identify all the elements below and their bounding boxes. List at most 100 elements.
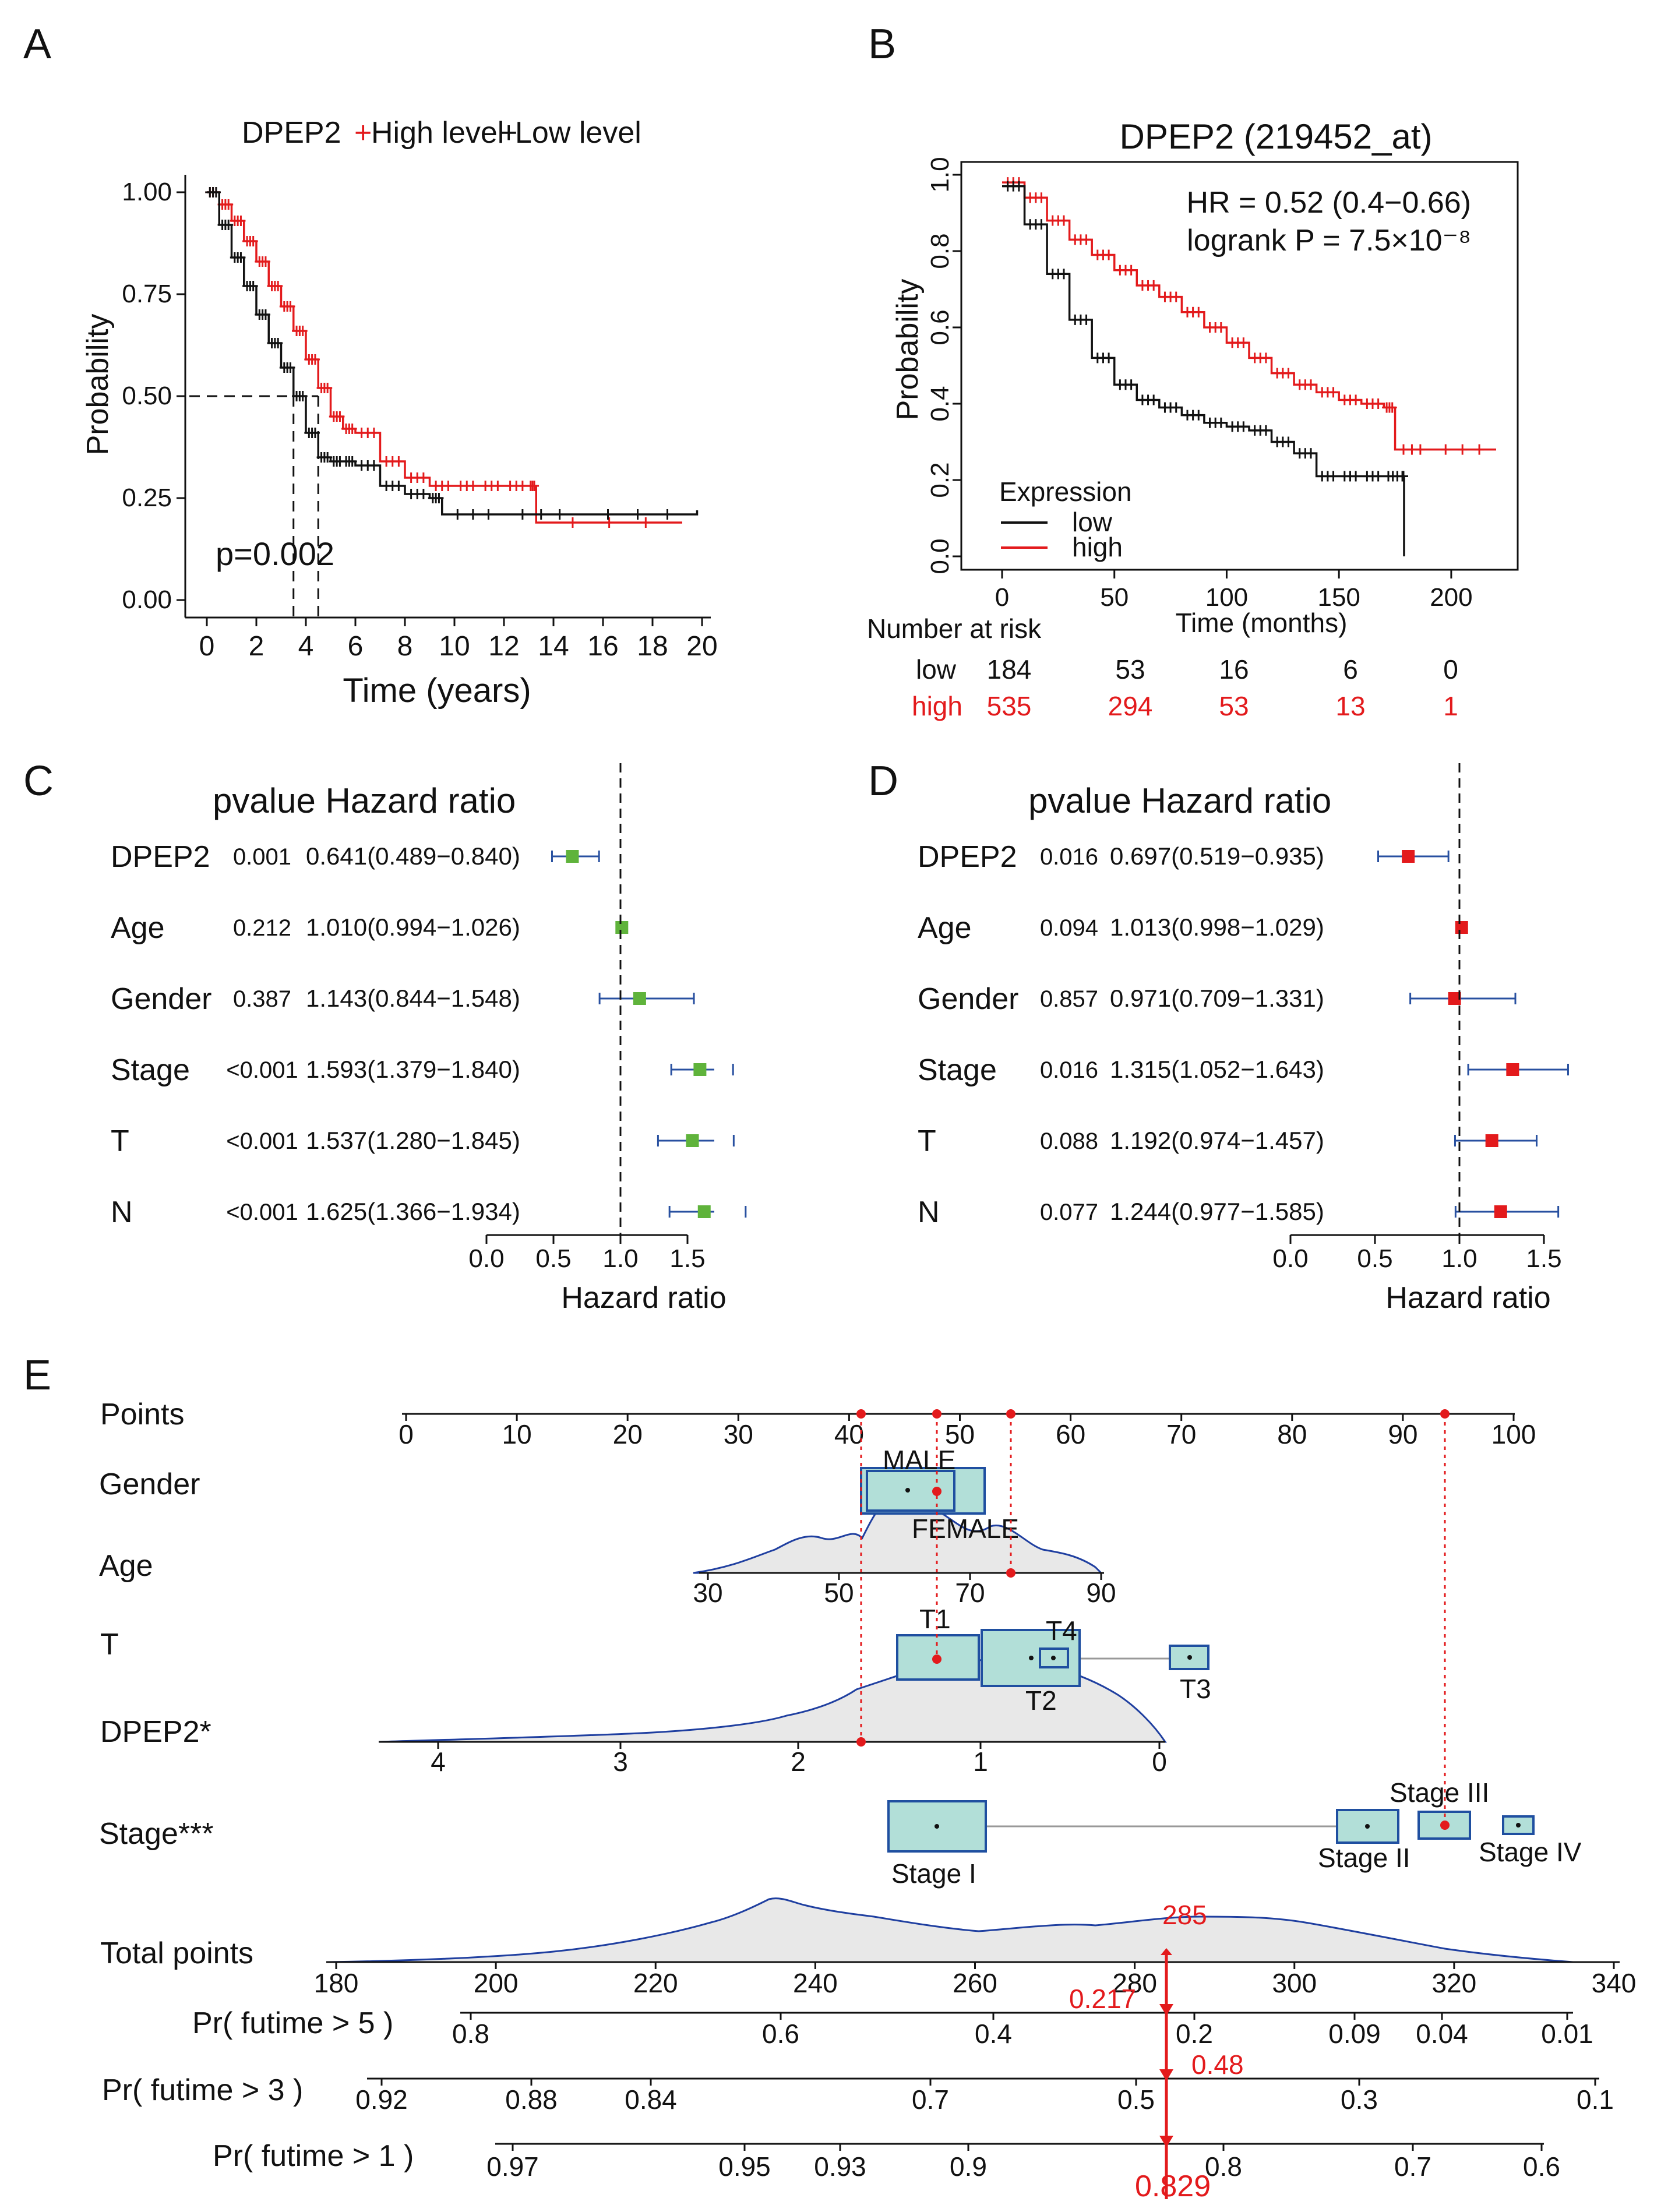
nomo-points-axis-tick-label: 20	[613, 1419, 643, 1449]
panel-b-legend-low: low	[1072, 507, 1113, 537]
nomo-sel-pts-age	[1006, 1409, 1015, 1419]
nomo-pr3-axis-tick-label: 0.84	[625, 2084, 677, 2115]
d-forest-row-hr: 1.315(1.052−1.643)	[1110, 1056, 1324, 1083]
d-forest-row-pvalue: 0.857	[1040, 986, 1098, 1012]
d-forest-x-tick-label: 1.5	[1526, 1244, 1561, 1273]
nomo-sel-pts-gender	[932, 1409, 941, 1419]
panel-b-risk-high-value: 1	[1443, 691, 1458, 721]
panel-a-curve-high-level	[207, 191, 682, 524]
panel-a-x-tick-label: 14	[538, 631, 569, 662]
panel-a-y-label: Probability	[81, 314, 115, 456]
nomo-t1-label: T1	[919, 1604, 951, 1634]
nomo-stage4-label: Stage IV	[1479, 1837, 1582, 1867]
c-forest-row-point	[693, 1063, 707, 1076]
nomo-sel-t	[932, 1654, 941, 1664]
nomo-sel-stage	[1440, 1821, 1450, 1830]
c-forest-row-name: DPEP2	[111, 840, 210, 874]
c-forest-row-pvalue: 0.001	[233, 844, 291, 870]
nomo-total-axis-tick-label: 260	[953, 1968, 997, 1998]
panel-a-x-tick-label: 2	[249, 631, 265, 662]
panel-a-median-lines	[189, 395, 319, 618]
nomo-pr1-axis-tick-label: 0.7	[1394, 2151, 1431, 2182]
c-forest-row-point	[615, 921, 629, 934]
nomo-total-density	[326, 1897, 1574, 1963]
panel-a-x-label: Time (years)	[343, 672, 531, 710]
nomo-pr5-axis-tick-label: 0.2	[1176, 2019, 1213, 2049]
panel-b-hr: HR = 0.52 (0.4−0.66)	[1186, 186, 1471, 220]
nomo-total-axis-tick-label: 340	[1592, 1968, 1637, 1998]
panel-a-pvalue: p=0.002	[216, 535, 334, 572]
nomo-total-axis-tick-label: 320	[1432, 1968, 1477, 1998]
panel-b: B DPEP2 (219452_at) HR = 0.52 (0.4−0.66)…	[867, 21, 1519, 721]
c-forest-row-name: T	[111, 1124, 129, 1158]
nomo-points-axis-tick-label: 10	[502, 1419, 532, 1449]
nomo-gender-male-label: MALE	[883, 1445, 955, 1475]
nomo-stage3-label: Stage III	[1390, 1777, 1489, 1808]
panel-a-x-tick-label: 8	[397, 631, 413, 662]
nomo-total-axis-tick-label: 200	[474, 1968, 519, 1998]
panel-b-risk-table: 184 53 16 6 0 535 294 53 13 1	[987, 654, 1458, 721]
c-forest-row-point	[633, 992, 646, 1005]
panel-d-x-label: Hazard ratio	[1385, 1281, 1550, 1315]
nomo-label-stage: Stage***	[99, 1817, 214, 1851]
c-forest-row-point	[686, 1134, 699, 1147]
d-forest-row-name: Age	[918, 911, 972, 945]
nomo-pr1-axis-tick-label: 0.9	[950, 2151, 987, 2182]
panel-a-legend-low: Low level	[515, 116, 641, 150]
c-forest-row-pvalue: <0.001	[226, 1200, 298, 1225]
panel-b-risk-low-value: 184	[987, 654, 1032, 685]
nomo-points-axis-tick-label: 90	[1388, 1419, 1417, 1449]
nomo-pr5-axis-tick-label: 0.4	[975, 2019, 1012, 2049]
nomo-arrow-pr5	[1159, 2004, 1173, 2016]
c-forest-x-tick-label: 1.5	[669, 1244, 705, 1273]
panel-b-risk-high-value: 53	[1219, 691, 1249, 721]
panel-a-y-tick-label: 0.50	[122, 382, 172, 410]
nomo-pr5-axis-tick-label: 0.09	[1328, 2019, 1381, 2049]
nomo-dot-t3	[1187, 1655, 1192, 1660]
nomo-result-pr3: 0.48	[1191, 2049, 1244, 2080]
panel-a-y-tick-label: 0.00	[122, 585, 172, 614]
c-forest-row-name: Stage	[111, 1053, 190, 1087]
c-forest-row-hr: 1.537(1.280−1.845)	[306, 1127, 520, 1154]
panel-b-risk-high-label: high	[912, 691, 962, 721]
panel-a-legend-low-marker: +	[500, 116, 517, 150]
nomo-projection-lines	[860, 1414, 1446, 1825]
panel-a-y-tick-label: 0.25	[122, 484, 172, 512]
panel-b-y-label: Probability	[891, 279, 925, 421]
d-forest-x-tick-label: 0.5	[1357, 1244, 1392, 1273]
d-forest-x-tick-label: 0.0	[1272, 1244, 1308, 1273]
nomo-points-axis-tick-label: 80	[1277, 1419, 1307, 1449]
nomo-sel-gender	[932, 1487, 941, 1496]
nomo-pr5-axis-tick-label: 0.8	[452, 2019, 489, 2049]
nomo-dpep2-axis-tick-label: 4	[431, 1747, 446, 1777]
panel-b-risk-high-value: 13	[1335, 691, 1365, 721]
nomo-gender-female-label: FEMALE	[912, 1514, 1019, 1544]
d-forest-row-hr: 0.971(0.709−1.331)	[1110, 985, 1324, 1012]
panel-b-risk-low-value: 53	[1115, 654, 1145, 685]
nomo-dot-stage1	[935, 1824, 939, 1829]
nomo-pr3-axis-tick-label: 0.1	[1577, 2084, 1614, 2115]
panel-b-frame	[960, 161, 1519, 571]
nomo-dot-t2	[1029, 1656, 1034, 1660]
nomo-label-pr5: Pr( futime > 5 )	[192, 2006, 393, 2040]
d-forest-row-point	[1494, 1205, 1507, 1218]
panel-a-x-tick-label: 20	[686, 631, 717, 662]
nomo-points-axis-tick-label: 40	[834, 1419, 864, 1449]
nomo-age-axis-tick-label: 30	[693, 1578, 722, 1608]
panel-b-x-tick-label: 0	[995, 583, 1009, 612]
panel-b-risk-low-value: 0	[1443, 654, 1458, 685]
panel-b-title: DPEP2 (219452_at)	[1119, 117, 1432, 156]
nomo-arrow-pr1	[1159, 2136, 1173, 2147]
panel-b-y-tick-label: 0.4	[926, 386, 954, 421]
d-forest-row-point	[1455, 921, 1468, 934]
panel-e-letter: E	[23, 1352, 51, 1399]
nomo-stage1-label: Stage I	[891, 1858, 976, 1889]
nomo-label-pr3: Pr( futime > 3 )	[102, 2073, 303, 2107]
nomo-sel-pts-dpep2	[856, 1409, 866, 1419]
nomo-center-dots	[905, 1488, 1521, 1829]
d-forest-row-hr: 1.013(0.998−1.029)	[1110, 913, 1324, 941]
nomo-arrow-pr3	[1159, 2069, 1173, 2081]
panel-a-x-tick-label: 12	[488, 631, 519, 662]
nomo-label-total: Total points	[100, 1936, 253, 1970]
